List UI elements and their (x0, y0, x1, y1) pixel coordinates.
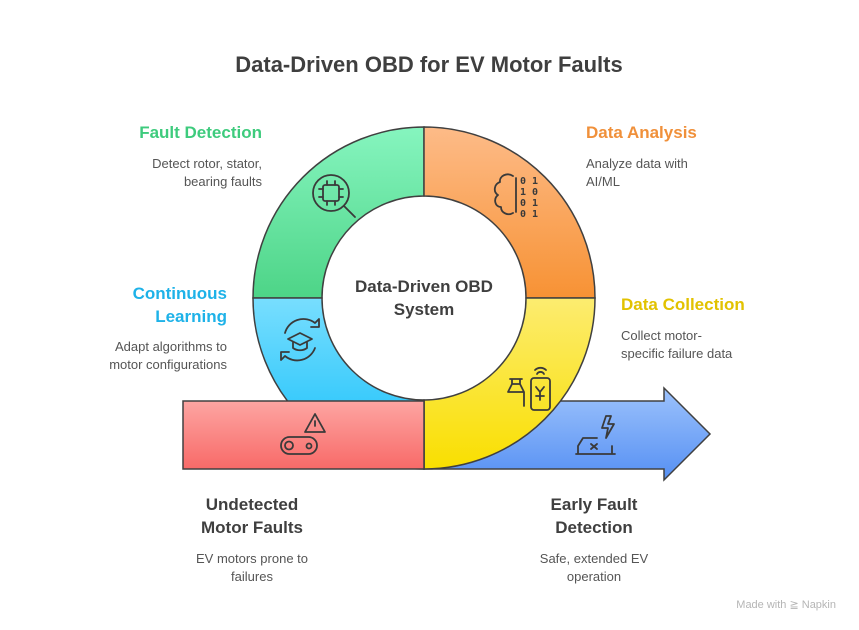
continuous-learning-desc-2: motor configurations (109, 357, 227, 372)
car-bolt-icon (575, 415, 616, 455)
start-bar (182, 400, 425, 470)
watermark: Made with ≧ Napkin (736, 599, 836, 611)
fault-detection-desc-1: Detect rotor, stator, (152, 156, 262, 171)
segment-fault-detection (252, 126, 425, 299)
svg-text:0 1: 0 1 (520, 198, 538, 209)
data-analysis-title: Data Analysis (586, 123, 697, 142)
svg-text:1 0: 1 0 (520, 187, 538, 198)
data-analysis-desc-2: AI/ML (586, 174, 620, 189)
start-title-1: Undetected (206, 495, 299, 514)
brain-binary-icon: 0 1 1 0 0 1 0 1 (493, 173, 538, 220)
chip-magnifier-icon (312, 174, 356, 218)
continuous-learning-desc-1: Adapt algorithms to (115, 339, 227, 354)
fault-detection-title: Fault Detection (139, 123, 262, 142)
end-title-2: Detection (555, 518, 632, 537)
start-desc-2: failures (231, 569, 273, 584)
start-title-2: Motor Faults (201, 518, 303, 537)
end-title-1: Early Fault (551, 495, 638, 514)
warning-motor-icon (280, 413, 326, 455)
data-collection-desc-1: Collect motor- (621, 328, 702, 343)
fault-detection-desc-2: bearing faults (184, 174, 263, 189)
phone-signal-icon (507, 366, 551, 411)
end-desc-1: Safe, extended EV (540, 551, 649, 566)
segment-data-analysis (423, 126, 596, 299)
svg-text:0 1: 0 1 (520, 209, 538, 220)
data-collection-desc-2: specific failure data (621, 346, 733, 361)
end-desc-2: operation (567, 569, 621, 584)
svg-text:0 1: 0 1 (520, 176, 538, 187)
center-title-line2: System (394, 300, 454, 319)
graduation-cycle-icon (280, 318, 320, 362)
continuous-learning-title-1: Continuous (133, 284, 227, 303)
data-collection-title: Data Collection (621, 295, 745, 314)
center-title-line1: Data-Driven OBD (355, 277, 493, 296)
segment-data-collection (423, 297, 596, 470)
continuous-learning-title-2: Learning (155, 307, 227, 326)
page-title: Data-Driven OBD for EV Motor Faults (235, 52, 622, 77)
start-desc-1: EV motors prone to (196, 551, 308, 566)
data-analysis-desc-1: Analyze data with (586, 156, 688, 171)
